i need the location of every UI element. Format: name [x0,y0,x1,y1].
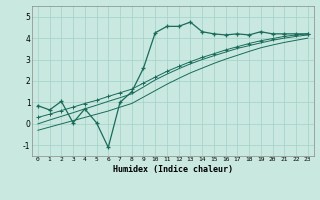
X-axis label: Humidex (Indice chaleur): Humidex (Indice chaleur) [113,165,233,174]
